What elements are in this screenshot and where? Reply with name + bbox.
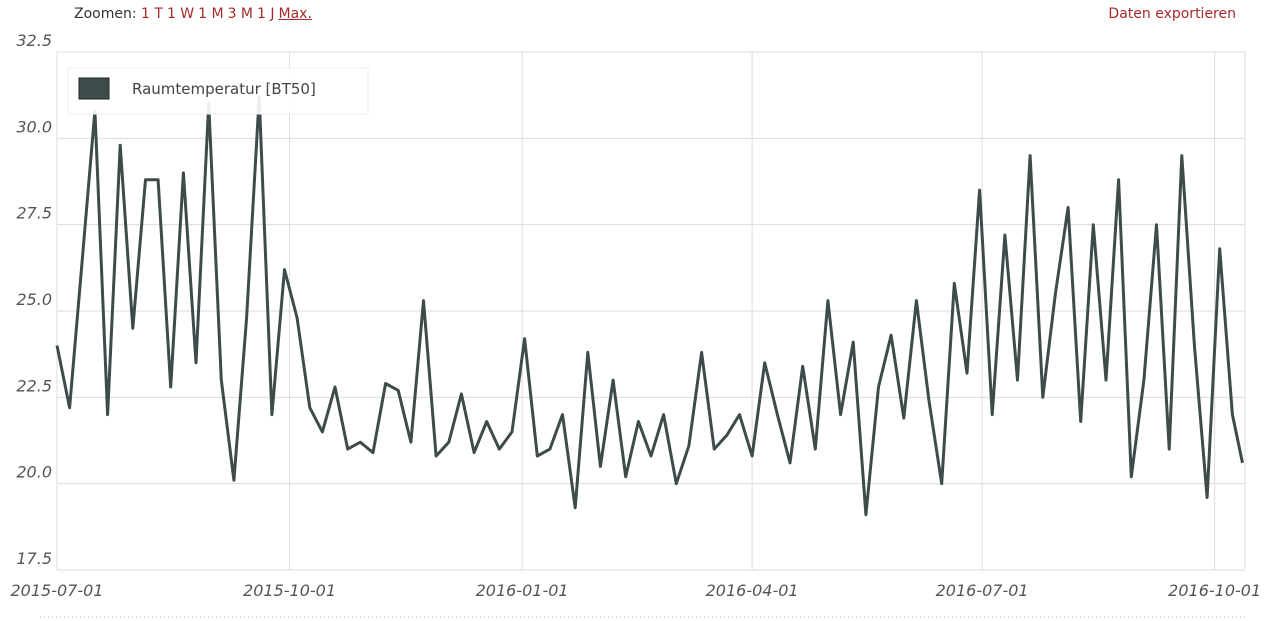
x-tick-label: 2015-10-01 (243, 581, 336, 600)
x-tick-label: 2016-01-01 (476, 581, 569, 600)
data-line (55, 95, 1244, 517)
x-tick-label: 2015-07-01 (11, 581, 104, 600)
y-tick-label: 25.0 (16, 290, 52, 309)
zoom-option[interactable]: 3 M (227, 6, 254, 22)
y-tick-label: 30.0 (16, 117, 52, 136)
y-tick-label: 22.5 (16, 376, 52, 395)
y-tick-label: 20.0 (16, 463, 52, 482)
legend-swatch (78, 77, 110, 100)
zoom-label: Zoomen: (74, 6, 137, 22)
y-tick-label: 27.5 (16, 204, 52, 223)
zoom-option[interactable]: 1 M (198, 6, 224, 22)
zoom-option[interactable]: 1 T (141, 6, 163, 22)
chart: 17.5 20.0 22.5 25.0 27.5 30.0 32.5 2015-07-01 20… (11, 34, 1261, 618)
y-tick-label: 32.5 (16, 34, 52, 50)
legend-box (67, 67, 369, 115)
zoom-option[interactable]: 1 J (257, 6, 275, 22)
x-tick-label: 2016-07-01 (936, 581, 1029, 600)
y-tick-label: 17.5 (16, 549, 52, 568)
x-tick-label: 2016-10-01 (1168, 581, 1261, 600)
legend: Raumtemperatur [BT50] (67, 67, 369, 115)
zoom-option[interactable]: Max. (278, 6, 312, 22)
legend-label: Raumtemperatur [BT50] (132, 80, 316, 98)
zoom-option[interactable]: 1 W (166, 6, 195, 22)
export-link[interactable]: Daten exportieren (1108, 6, 1236, 22)
x-tick-label: 2016-04-01 (706, 581, 799, 600)
